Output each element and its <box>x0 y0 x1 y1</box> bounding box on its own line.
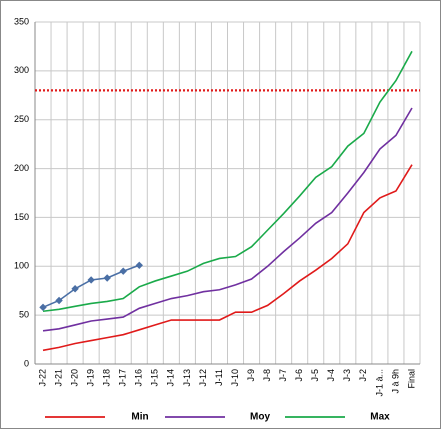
y-tick-label: 50 <box>19 310 29 320</box>
series-line <box>42 50 413 313</box>
x-tick-label: J-21 <box>53 369 63 387</box>
x-tick-label: J-18 <box>102 369 112 387</box>
series-marker <box>119 267 127 275</box>
y-tick-label: 100 <box>14 261 29 271</box>
series-line <box>42 164 413 352</box>
x-tick-label: J-10 <box>230 369 240 387</box>
y-tick-label: 300 <box>14 65 29 75</box>
series-marker <box>55 296 63 305</box>
y-tick-label: 0 <box>24 358 29 368</box>
y-tick-label: 150 <box>14 212 29 222</box>
x-tick-label: J-8 <box>262 369 272 382</box>
x-tick-label: J-6 <box>294 369 304 382</box>
y-tick-label: 350 <box>14 16 29 26</box>
x-tick-label: J-3 <box>342 369 352 382</box>
x-tick-label: J-13 <box>182 369 192 387</box>
series-marker <box>135 261 143 270</box>
series-marker <box>71 285 79 293</box>
x-tick-label: J-7 <box>278 369 288 382</box>
x-tick-label: J-17 <box>118 369 128 387</box>
x-tick-label: Final <box>406 369 416 389</box>
x-tick-label: J-22 <box>37 369 47 387</box>
y-tick-label: 200 <box>14 163 29 173</box>
legend-label: Min <box>131 412 148 423</box>
series-marker <box>87 276 95 284</box>
series-line <box>42 107 413 332</box>
y-tick-label: 250 <box>14 114 29 124</box>
x-tick-label: J-11 <box>214 369 224 386</box>
x-tick-label: J-20 <box>69 369 79 387</box>
x-tick-label: J-2 <box>358 369 368 382</box>
x-tick-label: J-1 à... <box>374 369 384 397</box>
x-tick-label: J-4 <box>326 369 336 382</box>
x-tick-label: J-9 <box>246 369 256 382</box>
x-tick-label: J-12 <box>198 369 208 387</box>
x-tick-label: J-5 <box>310 369 320 382</box>
x-tick-label: J-16 <box>134 369 144 387</box>
series-marker <box>39 303 47 312</box>
x-tick-label: J-19 <box>86 369 96 387</box>
series-marker <box>103 274 111 282</box>
legend-label: Moy <box>250 412 270 423</box>
x-tick-label: J-14 <box>166 369 176 387</box>
x-tick-label: J-15 <box>150 369 160 387</box>
legend-label: Max <box>370 412 390 423</box>
x-tick-label: J à 9h <box>390 369 400 394</box>
